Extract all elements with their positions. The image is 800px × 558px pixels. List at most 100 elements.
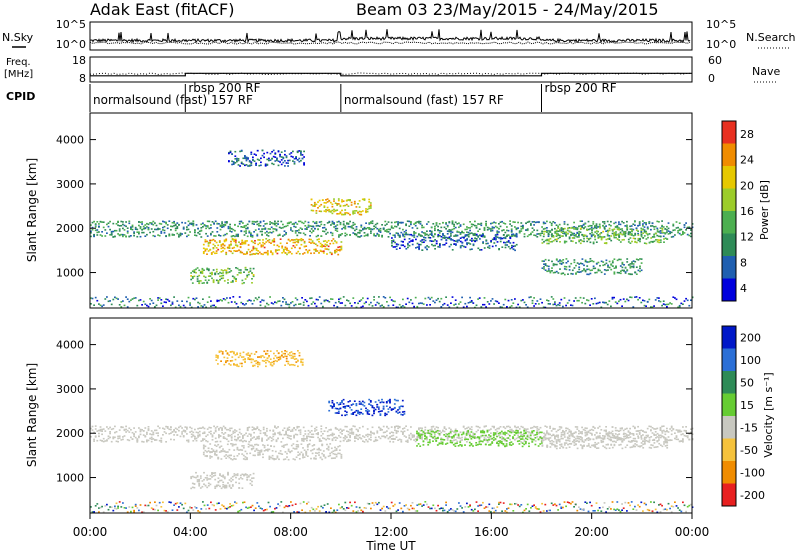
data-cell [508,240,510,242]
data-cell [96,229,98,231]
data-cell [339,445,341,447]
data-cell [222,247,224,249]
data-cell [227,353,229,355]
data-cell [256,249,258,251]
data-cell [162,305,164,307]
data-cell [235,239,237,241]
data-cell [399,247,401,249]
data-cell [351,413,353,415]
data-cell [476,227,478,229]
data-cell [607,234,609,236]
data-cell [396,411,398,413]
data-cell [618,229,620,231]
data-cell [312,205,314,207]
data-cell [514,250,516,252]
data-cell [281,164,283,166]
data-cell [348,205,350,207]
data-cell [280,243,282,245]
data-cell [533,224,535,226]
data-cell [580,225,582,227]
data-cell [340,206,342,208]
data-cell [514,226,516,228]
data-cell [378,303,380,305]
data-cell [256,444,258,446]
data-cell [247,300,249,302]
data-cell [203,253,205,255]
data-cell [513,246,515,248]
data-cell [323,454,325,456]
data-cell [204,304,206,306]
data-cell [370,232,372,234]
data-cell [289,452,291,454]
data-cell [657,231,659,233]
data-cell [351,431,353,433]
data-cell [315,455,317,457]
data-cell [335,412,337,414]
data-cell [439,223,441,225]
data-cell [253,242,255,244]
data-cell [596,228,598,230]
data-cell [186,236,188,238]
data-cell [493,239,495,241]
data-cell [106,439,108,441]
data-cell [192,277,194,279]
data-cell [221,251,223,253]
data-cell [225,454,227,456]
data-cell [453,439,455,441]
data-cell [434,302,436,304]
data-cell [503,229,505,231]
data-cell [399,235,401,237]
data-cell [574,267,576,269]
data-cell [583,227,585,229]
data-cell [599,265,601,267]
data-cell [360,412,362,414]
data-cell [322,437,324,439]
data-cell [303,302,305,304]
data-cell [294,163,296,165]
data-cell [365,228,367,230]
data-cell [140,222,142,224]
data-cell [356,405,358,407]
data-cell [343,437,345,439]
data-cell [570,227,572,229]
data-cell [294,161,296,163]
data-cell [154,236,156,238]
data-cell [295,226,297,228]
data-cell [431,227,433,229]
data-cell [622,262,624,264]
data-cell [396,425,398,427]
data-cell [223,298,225,300]
data-cell [135,437,137,439]
data-cell [354,230,356,232]
data-cell [328,246,330,248]
data-cell [253,276,255,278]
data-cell [302,455,304,457]
data-cell [279,227,281,229]
data-cell [235,242,237,244]
data-cell [608,235,610,237]
data-cell [241,150,243,152]
data-cell [285,233,287,235]
data-cell [260,301,262,303]
data-cell [557,436,559,438]
data-cell [301,440,303,442]
data-cell [157,234,159,236]
data-cell [346,200,348,202]
data-cell [317,201,319,203]
data-cell [271,222,273,224]
data-cell [323,450,325,452]
data-cell [198,275,200,277]
data-cell [98,436,100,438]
data-cell [273,238,275,240]
data-cell [253,436,255,438]
data-cell [133,427,135,429]
data-cell [552,221,554,223]
data-cell [638,259,640,261]
data-cell [325,211,327,213]
data-cell [384,297,386,299]
data-cell [368,438,370,440]
data-cell [323,250,325,252]
data-cell [556,235,558,237]
data-cell [639,297,641,299]
data-cell [275,451,277,453]
